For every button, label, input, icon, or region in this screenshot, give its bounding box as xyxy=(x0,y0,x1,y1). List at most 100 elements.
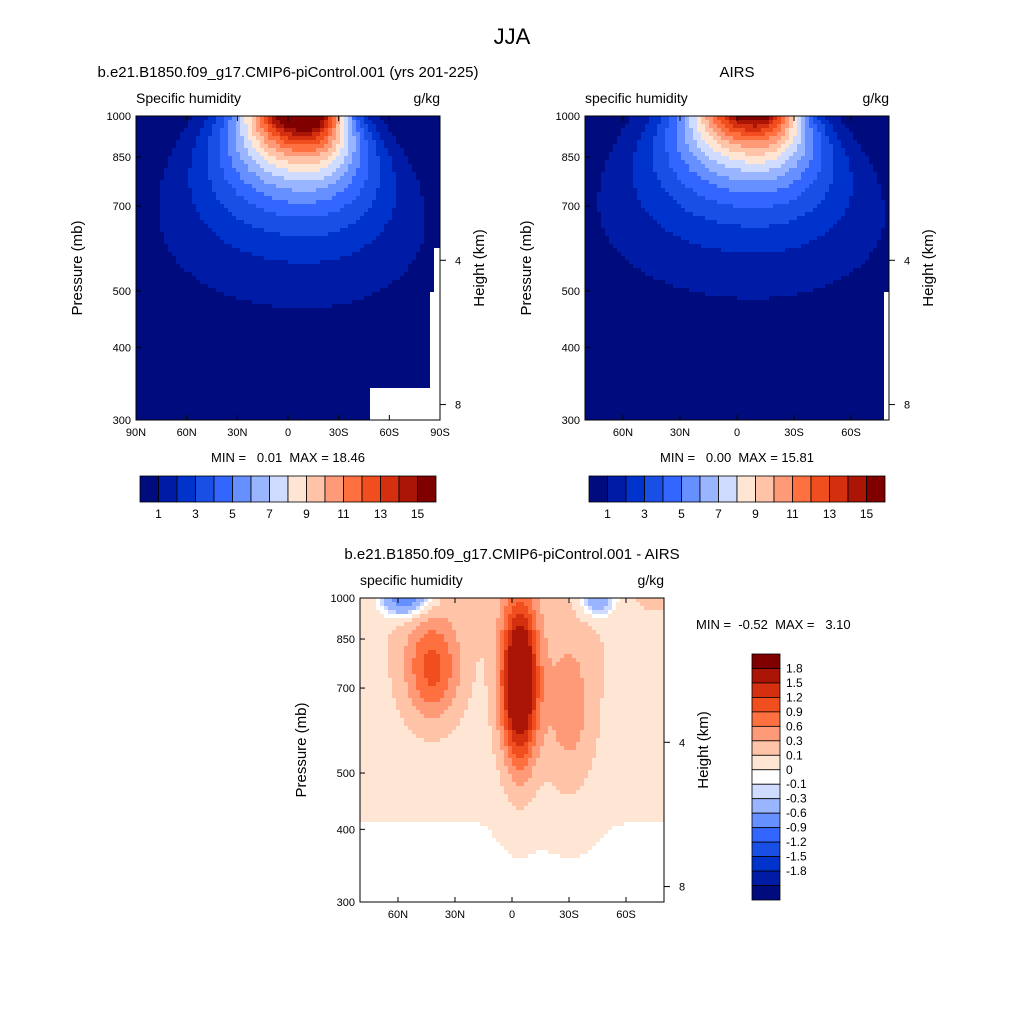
contour-cell xyxy=(292,340,297,345)
contour-cell xyxy=(320,340,325,345)
contour-cell xyxy=(200,188,205,193)
contour-cell xyxy=(156,268,161,273)
contour-cell xyxy=(384,332,389,337)
contour-cell xyxy=(160,224,165,229)
contour-cell xyxy=(292,160,297,165)
contour-cell xyxy=(356,176,361,181)
contour-cell xyxy=(320,348,325,353)
contour-cell xyxy=(180,192,185,197)
contour-cell xyxy=(296,268,301,273)
contour-cell xyxy=(240,288,245,293)
contour-cell xyxy=(148,120,153,125)
contour-cell xyxy=(328,352,333,357)
contour-cell xyxy=(336,240,341,245)
contour-cell xyxy=(292,256,297,261)
contour-cell xyxy=(360,204,365,209)
contour-cell xyxy=(320,296,325,301)
contour-cell xyxy=(176,164,181,169)
contour-cell xyxy=(424,228,429,233)
contour-cell xyxy=(324,336,329,341)
contour-cell xyxy=(300,200,305,205)
contour-cell xyxy=(228,296,233,301)
contour-cell xyxy=(268,372,273,377)
contour-cell xyxy=(340,264,345,269)
contour-cell xyxy=(148,132,153,137)
contour-cell xyxy=(208,144,213,149)
contour-cell xyxy=(252,284,257,289)
contour-cell xyxy=(320,268,325,273)
contour-cell xyxy=(260,356,265,361)
contour-cell xyxy=(156,132,161,137)
contour-cell xyxy=(424,316,429,321)
contour-cell xyxy=(272,120,277,125)
contour-cell xyxy=(392,200,397,205)
contour-cell xyxy=(412,160,417,165)
contour-cell xyxy=(360,144,365,149)
contour-cell xyxy=(300,176,305,181)
contour-cell xyxy=(164,328,169,333)
contour-cell xyxy=(340,216,345,221)
contour-cell xyxy=(316,188,321,193)
contour-cell xyxy=(348,232,353,237)
contour-cell xyxy=(356,348,361,353)
contour-cell xyxy=(244,316,249,321)
contour-cell xyxy=(312,128,317,133)
contour-cell xyxy=(184,372,189,377)
contour-cell xyxy=(136,376,141,381)
contour-cell xyxy=(392,264,397,269)
contour-cell xyxy=(352,356,357,361)
contour-cell xyxy=(292,276,297,281)
contour-cell xyxy=(288,284,293,289)
contour-cell xyxy=(420,296,425,301)
contour-cell xyxy=(260,364,265,369)
contour-cell xyxy=(348,188,353,193)
contour-cell xyxy=(268,328,273,333)
contour-cell xyxy=(240,124,245,129)
contour-cell xyxy=(160,252,165,257)
contour-cell xyxy=(360,312,365,317)
contour-cell xyxy=(236,204,241,209)
contour-cell xyxy=(268,292,273,297)
contour-cell xyxy=(204,200,209,205)
contour-cell xyxy=(344,240,349,245)
contour-cell xyxy=(392,356,397,361)
contour-cell xyxy=(380,332,385,337)
contour-cell xyxy=(232,248,237,253)
contour-cell xyxy=(372,224,377,229)
contour-cell xyxy=(436,176,440,181)
contour-cell xyxy=(304,344,309,349)
contour-cell xyxy=(312,188,317,193)
contour-cell xyxy=(372,272,377,277)
contour-cell xyxy=(268,312,273,317)
contour-cell xyxy=(224,244,229,249)
contour-cell xyxy=(264,252,269,257)
contour-cell xyxy=(396,356,401,361)
contour-cell xyxy=(204,376,209,381)
contour-cell xyxy=(316,256,321,261)
contour-cell xyxy=(264,244,269,249)
contour-cell xyxy=(412,332,417,337)
contour-cell xyxy=(280,232,285,237)
contour-cell xyxy=(164,244,169,249)
contour-cell xyxy=(212,192,217,197)
contour-cell xyxy=(404,128,409,133)
contour-cell xyxy=(412,372,417,377)
contour-cell xyxy=(424,372,429,377)
contour-cell xyxy=(428,256,433,261)
contour-cell xyxy=(224,284,229,289)
contour-cell xyxy=(236,348,241,353)
contour-cell xyxy=(208,292,213,297)
contour-cell xyxy=(312,324,317,329)
contour-cell xyxy=(144,248,149,253)
contour-cell xyxy=(304,272,309,277)
contour-cell xyxy=(288,308,293,313)
contour-cell xyxy=(188,136,193,141)
contour-cell xyxy=(392,312,397,317)
contour-cell xyxy=(244,360,249,365)
contour-cell xyxy=(388,264,393,269)
contour-cell xyxy=(144,192,149,197)
contour-cell xyxy=(404,248,409,253)
contour-cell xyxy=(364,312,369,317)
contour-cell xyxy=(168,204,173,209)
contour-cell xyxy=(408,184,413,189)
